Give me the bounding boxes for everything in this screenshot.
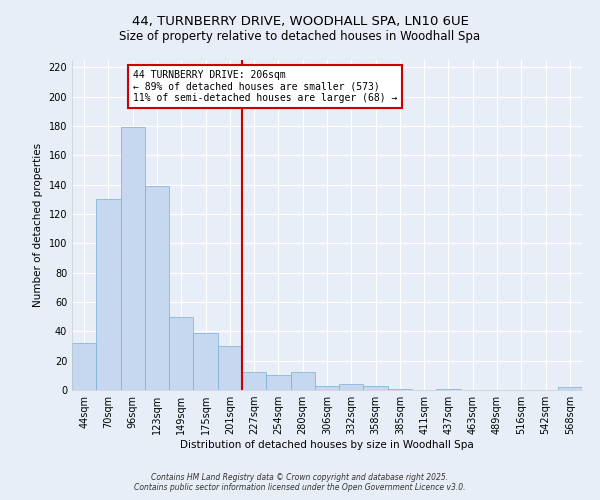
Bar <box>339 384 364 390</box>
Bar <box>242 372 266 390</box>
Bar <box>169 316 193 390</box>
X-axis label: Distribution of detached houses by size in Woodhall Spa: Distribution of detached houses by size … <box>180 440 474 450</box>
Bar <box>121 128 145 390</box>
Text: Size of property relative to detached houses in Woodhall Spa: Size of property relative to detached ho… <box>119 30 481 43</box>
Bar <box>315 386 339 390</box>
Bar <box>72 343 96 390</box>
Bar <box>558 387 582 390</box>
Bar <box>290 372 315 390</box>
Y-axis label: Number of detached properties: Number of detached properties <box>33 143 43 307</box>
Bar <box>266 376 290 390</box>
Text: 44 TURNBERRY DRIVE: 206sqm
← 89% of detached houses are smaller (573)
11% of sem: 44 TURNBERRY DRIVE: 206sqm ← 89% of deta… <box>133 70 398 103</box>
Bar <box>145 186 169 390</box>
Bar <box>96 200 121 390</box>
Text: Contains HM Land Registry data © Crown copyright and database right 2025.
Contai: Contains HM Land Registry data © Crown c… <box>134 473 466 492</box>
Bar <box>436 388 461 390</box>
Bar <box>364 386 388 390</box>
Bar <box>193 333 218 390</box>
Text: 44, TURNBERRY DRIVE, WOODHALL SPA, LN10 6UE: 44, TURNBERRY DRIVE, WOODHALL SPA, LN10 … <box>131 15 469 28</box>
Bar <box>218 346 242 390</box>
Bar <box>388 388 412 390</box>
